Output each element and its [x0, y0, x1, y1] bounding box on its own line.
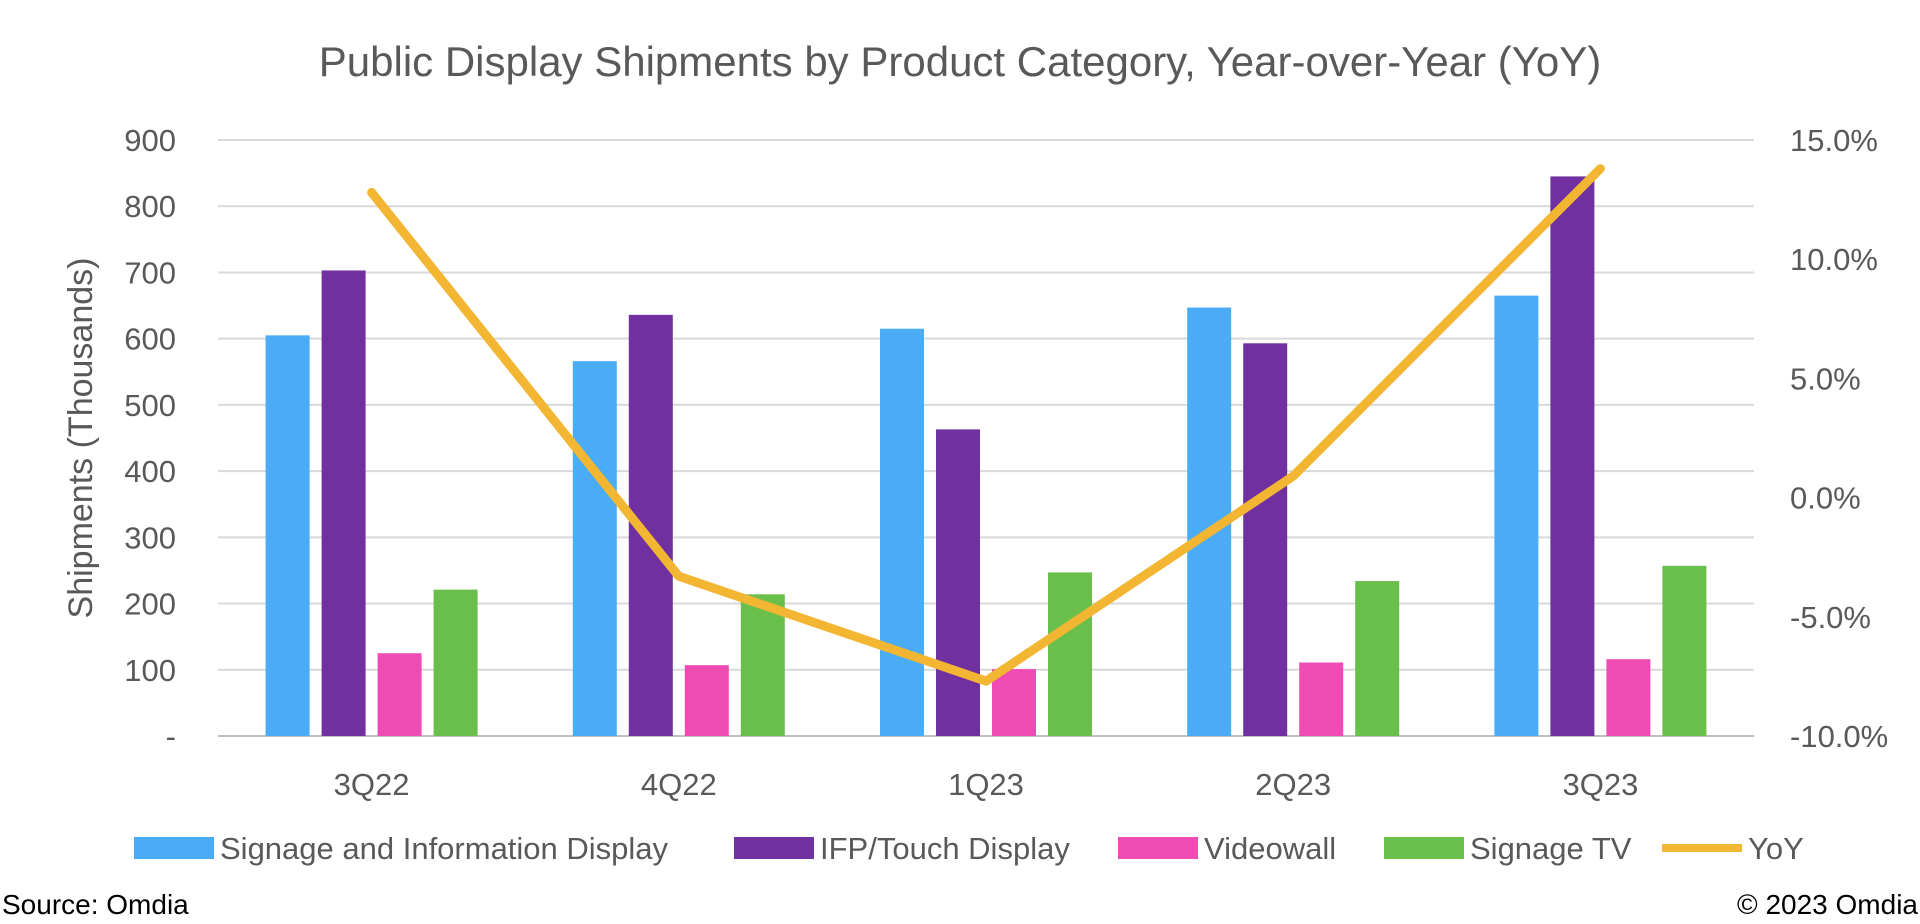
y2-tick-label: 0.0% — [1790, 481, 1861, 516]
bar — [740, 594, 785, 736]
y2-tick-label: 5.0% — [1790, 361, 1861, 396]
bar — [1606, 659, 1651, 736]
legend-label: YoY — [1748, 831, 1804, 866]
bar — [377, 653, 422, 736]
bar — [880, 328, 924, 736]
bar — [1550, 176, 1595, 736]
bar — [1048, 572, 1092, 736]
bar — [1355, 581, 1400, 736]
yoy-point — [677, 575, 680, 578]
yoy-point — [1599, 167, 1602, 170]
bar — [1243, 343, 1288, 736]
y-tick-label: - — [166, 719, 176, 754]
bar — [1299, 662, 1344, 736]
bar — [572, 361, 617, 736]
yoy-point — [370, 191, 373, 194]
y-tick-label: 600 — [124, 322, 176, 357]
bars — [265, 176, 1707, 736]
bar — [265, 335, 310, 736]
legend-label: Videowall — [1204, 831, 1336, 866]
bar — [321, 270, 366, 736]
legend-label: IFP/Touch Display — [820, 831, 1070, 866]
x-tick-label: 3Q23 — [1562, 767, 1638, 802]
y2-tick-label: 10.0% — [1790, 242, 1878, 277]
yoy-point — [985, 680, 987, 683]
y-tick-label: 100 — [124, 653, 176, 688]
legend-label: Signage TV — [1470, 831, 1632, 866]
y-tick-label: 900 — [124, 123, 176, 158]
bar — [1494, 295, 1539, 736]
y-axis-label: Shipments (Thousands) — [62, 258, 100, 619]
y-axis-ticks: - 100 200 300 400 500 600 700 800 900 — [124, 123, 176, 754]
y-tick-label: 500 — [124, 388, 176, 423]
y2-tick-label: -10.0% — [1790, 719, 1888, 754]
y-tick-label: 300 — [124, 520, 176, 555]
bar — [992, 669, 1036, 736]
legend-swatch — [1118, 837, 1198, 859]
legend-swatch — [1384, 837, 1464, 859]
bar — [936, 429, 980, 736]
legend-swatch — [134, 837, 214, 859]
y-tick-label: 800 — [124, 189, 176, 224]
yoy-point — [1292, 475, 1295, 478]
x-tick-label: 3Q22 — [334, 767, 410, 802]
bar — [684, 665, 729, 736]
y2-tick-label: 15.0% — [1790, 123, 1878, 158]
x-tick-label: 4Q22 — [641, 767, 717, 802]
y2-axis-ticks: -10.0% -5.0% 0.0% 5.0% 10.0% 15.0% — [1790, 123, 1888, 754]
chart-title: Public Display Shipments by Product Cate… — [319, 38, 1601, 85]
x-tick-label: 1Q23 — [948, 767, 1024, 802]
legend-swatch — [734, 837, 814, 859]
y-tick-label: 700 — [124, 255, 176, 290]
yoy-line — [367, 164, 1605, 686]
source-note: Source: Omdia — [2, 889, 189, 920]
y2-tick-label: -5.0% — [1790, 600, 1871, 635]
y-tick-label: 200 — [124, 587, 176, 622]
x-axis-ticks: 3Q22 4Q22 1Q23 2Q23 3Q23 — [334, 767, 1639, 802]
x-tick-label: 2Q23 — [1255, 767, 1331, 802]
y-tick-label: 400 — [124, 454, 176, 489]
bar — [1662, 565, 1707, 736]
legend-label: Signage and Information Display — [220, 831, 669, 866]
legend: Signage and Information Display IFP/Touch… — [134, 831, 1804, 866]
bar — [433, 589, 478, 736]
copyright-note: © 2023 Omdia — [1737, 889, 1918, 920]
